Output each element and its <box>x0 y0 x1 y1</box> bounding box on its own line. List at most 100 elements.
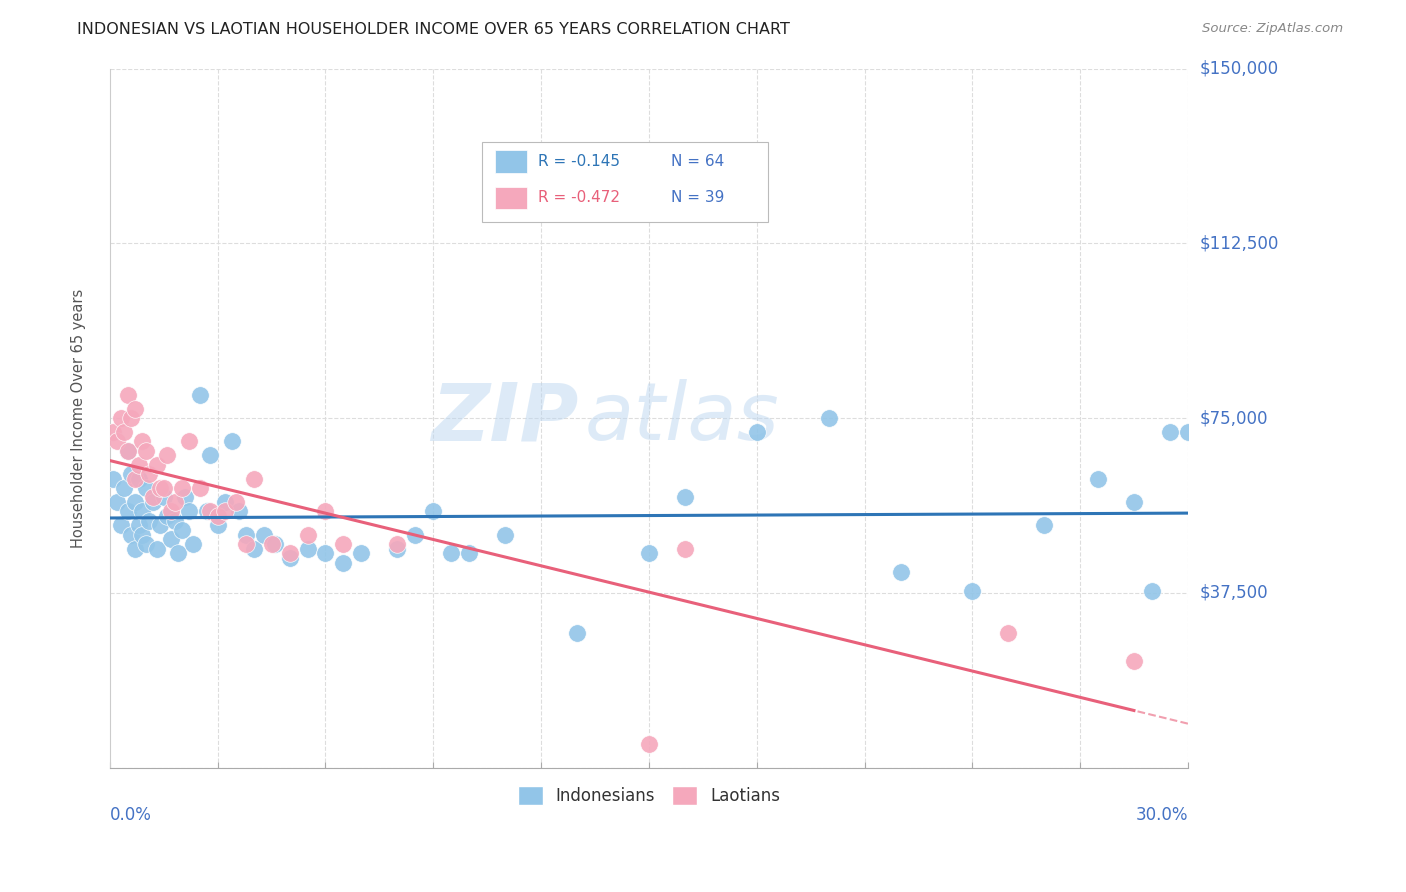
Text: $150,000: $150,000 <box>1199 60 1278 78</box>
Point <box>214 504 236 518</box>
Point <box>638 738 661 752</box>
Text: $112,500: $112,500 <box>1199 235 1278 252</box>
Point <box>314 546 336 560</box>
Point <box>124 401 146 416</box>
Point <box>163 495 186 509</box>
Point <box>174 491 197 505</box>
Point <box>188 481 211 495</box>
Legend: Indonesians, Laotians: Indonesians, Laotians <box>510 780 787 812</box>
Text: N = 39: N = 39 <box>671 190 724 205</box>
Point <box>128 458 150 472</box>
Text: $37,500: $37,500 <box>1199 584 1268 602</box>
Point <box>745 425 768 439</box>
Point <box>103 472 125 486</box>
Point <box>242 541 264 556</box>
Point <box>124 541 146 556</box>
Point <box>145 458 167 472</box>
Point <box>673 541 696 556</box>
Point <box>235 537 257 551</box>
Point <box>167 546 190 560</box>
Text: R = -0.145: R = -0.145 <box>538 154 620 169</box>
Text: 30.0%: 30.0% <box>1136 806 1188 824</box>
Point <box>207 518 229 533</box>
Point <box>278 546 301 560</box>
Point <box>160 533 183 547</box>
Point <box>117 443 139 458</box>
Text: INDONESIAN VS LAOTIAN HOUSEHOLDER INCOME OVER 65 YEARS CORRELATION CHART: INDONESIAN VS LAOTIAN HOUSEHOLDER INCOME… <box>77 22 790 37</box>
Point <box>177 504 200 518</box>
Point <box>297 541 319 556</box>
Point <box>135 443 157 458</box>
Point <box>163 514 186 528</box>
Point <box>124 495 146 509</box>
Point <box>264 537 287 551</box>
Point <box>458 546 481 560</box>
Point <box>103 425 125 439</box>
Text: R = -0.472: R = -0.472 <box>538 190 620 205</box>
Text: N = 64: N = 64 <box>671 154 724 169</box>
Point <box>889 565 911 579</box>
FancyBboxPatch shape <box>482 142 768 222</box>
Point <box>188 388 211 402</box>
Point <box>177 434 200 449</box>
Point <box>131 434 153 449</box>
Point <box>1033 518 1056 533</box>
Point <box>638 546 661 560</box>
Point <box>117 504 139 518</box>
Point <box>297 527 319 541</box>
Point <box>112 425 135 439</box>
Point <box>1123 653 1146 667</box>
Point <box>278 551 301 566</box>
Point <box>332 537 354 551</box>
Point <box>673 491 696 505</box>
Point <box>149 481 172 495</box>
Point <box>128 472 150 486</box>
Text: Source: ZipAtlas.com: Source: ZipAtlas.com <box>1202 22 1343 36</box>
Point <box>387 541 409 556</box>
Point <box>1087 472 1109 486</box>
Point <box>332 556 354 570</box>
Point <box>120 467 142 481</box>
Point <box>124 472 146 486</box>
Point <box>962 583 984 598</box>
Point <box>221 434 243 449</box>
Point <box>135 537 157 551</box>
Text: atlas: atlas <box>585 379 779 458</box>
Point <box>997 625 1019 640</box>
Point <box>152 481 174 495</box>
Point <box>817 411 839 425</box>
Point <box>142 491 165 505</box>
Y-axis label: Householder Income Over 65 years: Householder Income Over 65 years <box>72 288 86 548</box>
Text: ZIP: ZIP <box>432 379 579 458</box>
Point <box>120 411 142 425</box>
Point <box>120 527 142 541</box>
Point <box>235 527 257 541</box>
Point <box>565 625 588 640</box>
FancyBboxPatch shape <box>495 186 527 209</box>
Point <box>207 509 229 524</box>
Point <box>494 527 516 541</box>
Text: $75,000: $75,000 <box>1199 409 1268 427</box>
Point <box>440 546 463 560</box>
Point <box>1140 583 1163 598</box>
Point <box>128 518 150 533</box>
Point <box>138 514 160 528</box>
Text: 0.0%: 0.0% <box>110 806 152 824</box>
Point <box>138 467 160 481</box>
Point <box>200 504 222 518</box>
Point <box>112 481 135 495</box>
Point <box>142 495 165 509</box>
Point <box>135 481 157 495</box>
Point <box>228 504 250 518</box>
Point <box>131 527 153 541</box>
Point <box>149 518 172 533</box>
Point <box>195 504 218 518</box>
Point <box>156 509 179 524</box>
Point <box>1123 495 1146 509</box>
Point <box>110 518 132 533</box>
Point <box>253 527 276 541</box>
Point <box>105 434 128 449</box>
Point <box>170 523 193 537</box>
Point <box>145 541 167 556</box>
Point <box>181 537 204 551</box>
